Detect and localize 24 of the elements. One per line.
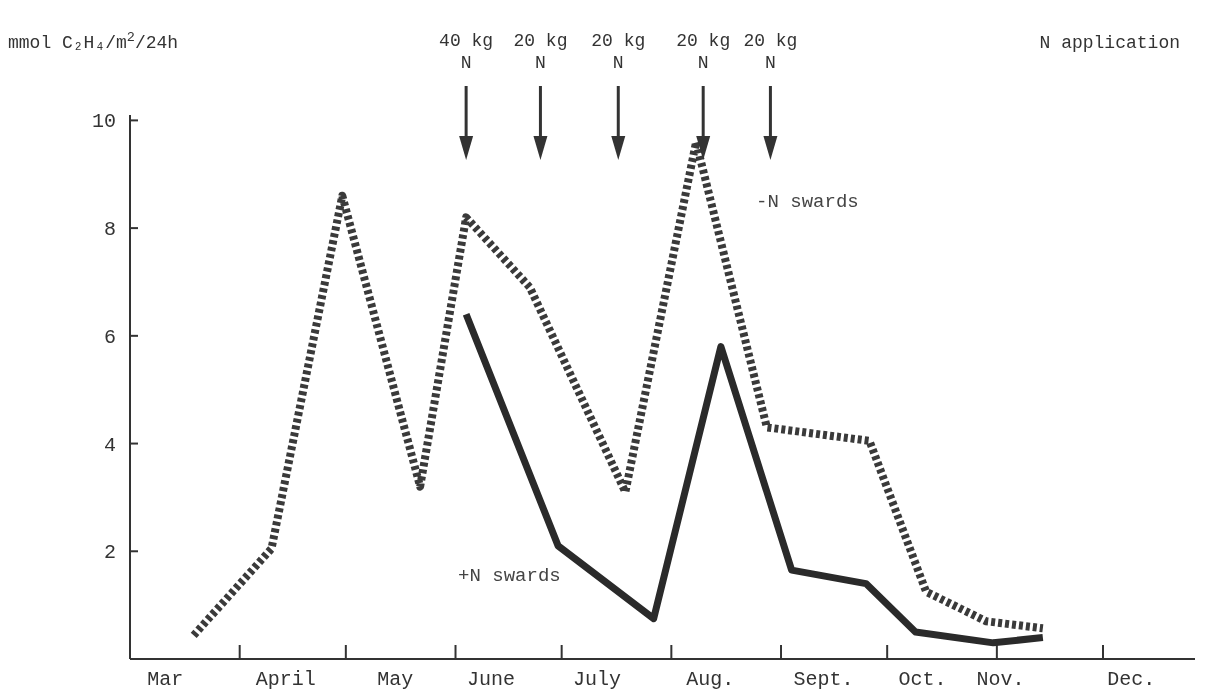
- x-tick-label: Nov.: [976, 668, 1025, 691]
- y-tick-label: 10: [91, 110, 116, 134]
- x-tick-label: April: [255, 668, 316, 691]
- x-tick-label: Oct.: [898, 668, 947, 691]
- y-tick-label: 4: [103, 433, 116, 457]
- ref-line-label: 20 kg N: [591, 31, 646, 73]
- x-tick-label: July: [573, 668, 622, 691]
- x-tick-label: May: [377, 668, 414, 691]
- ref-line-label: 20 kg N: [743, 31, 798, 73]
- y-tick-label: 6: [103, 325, 116, 349]
- text: N application: [1039, 33, 1180, 53]
- series-label: +N swards: [458, 564, 561, 587]
- y-axis-title: mmol C₂H₄/m$^{2}$/24h: [8, 29, 179, 53]
- ref-line-label: 20 kg N: [676, 31, 731, 73]
- x-tick-label: June: [466, 668, 515, 691]
- text: -N swards: [756, 190, 859, 213]
- ref-line-label: 40 kg N: [439, 31, 494, 73]
- x-tick-label: Aug.: [686, 668, 735, 691]
- x-tick-label: Mar: [147, 668, 184, 691]
- ref-line-label: 20 kg N: [513, 31, 568, 73]
- x-tick-label: Dec.: [1107, 668, 1156, 691]
- y-tick-label: 8: [103, 218, 116, 242]
- x-tick-label: Sept.: [793, 668, 854, 691]
- y-tick-label: 2: [103, 541, 116, 565]
